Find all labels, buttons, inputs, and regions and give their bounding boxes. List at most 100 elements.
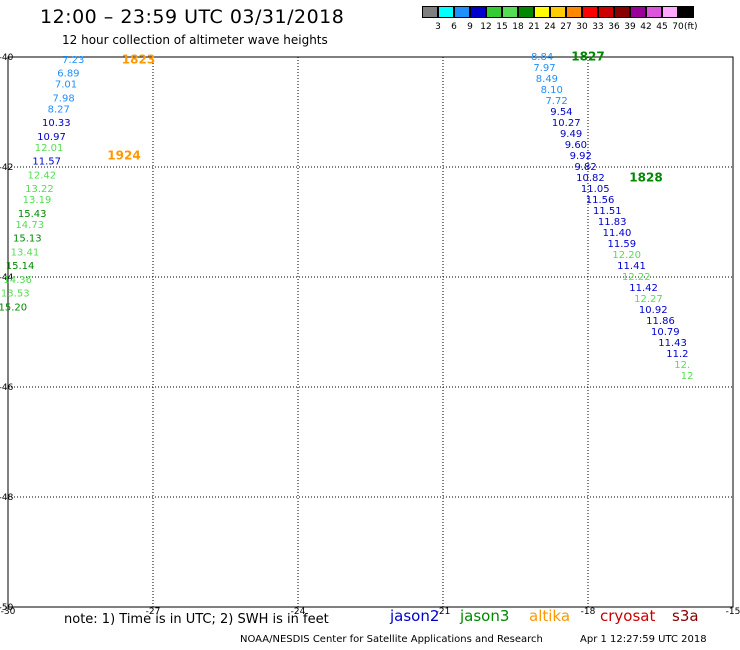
wave-height-label: 14.73 (15, 220, 44, 231)
color-scale-label: 12 (480, 22, 492, 32)
color-swatch (582, 6, 598, 18)
wave-height-label: 11.2 (666, 349, 688, 360)
color-swatch (598, 6, 614, 18)
legend-item-s3a: s3a (672, 607, 699, 625)
wave-height-label: 11.57 (32, 157, 61, 168)
wave-height-label: 11.40 (603, 228, 632, 239)
color-scale-label: 21 (528, 22, 540, 32)
wave-height-label: 11.83 (598, 217, 627, 228)
wave-height-label: 8.84 (531, 52, 553, 63)
wave-height-label: 7.72 (545, 96, 567, 107)
y-tick-label: -40 (0, 53, 14, 63)
wave-height-label: 11.05 (581, 184, 610, 195)
x-tick-label: -18 (581, 607, 596, 617)
wave-height-label: 7.98 (52, 93, 74, 104)
color-scale-label: 24 (544, 22, 556, 32)
plot-frame (7, 56, 734, 608)
color-scale-label: 9 (467, 22, 473, 32)
y-tick-label: -42 (0, 163, 13, 173)
x-tick-label: -30 (1, 607, 16, 617)
footer-timestamp: Apr 1 12:27:59 UTC 2018 (580, 634, 707, 645)
wave-height-label: 8.10 (541, 85, 563, 96)
wave-height-label: 7.01 (55, 80, 77, 91)
wave-height-label: 12.42 (28, 170, 57, 181)
color-scale-label: 42 (640, 22, 652, 32)
wave-height-label: 13.53 (1, 289, 30, 300)
x-tick-label: -27 (146, 607, 161, 617)
wave-height-label: 12. (674, 360, 690, 371)
wave-height-label: 11.56 (586, 195, 615, 206)
color-swatch (662, 6, 678, 18)
color-swatch (438, 6, 454, 18)
wave-height-label: 9.49 (560, 129, 582, 140)
wave-height-label: 9.92 (570, 151, 592, 162)
wave-height-label: 11.51 (593, 206, 622, 217)
note-text: note: 1) Time is in UTC; 2) SWH is in fe… (64, 612, 329, 627)
y-tick-label: -44 (0, 273, 14, 283)
wave-height-label: 15.13 (13, 234, 42, 245)
color-swatch (454, 6, 470, 18)
color-swatch (550, 6, 566, 18)
legend-item-jason3: jason3 (460, 607, 510, 625)
color-swatch (630, 6, 646, 18)
wave-height-label: 10.97 (37, 132, 66, 143)
color-scale-label: 36 (608, 22, 620, 32)
wave-height-label: 15.43 (18, 209, 47, 220)
wave-height-label: 13.22 (25, 184, 54, 195)
color-scale-label: 39 (624, 22, 636, 32)
color-swatch (646, 6, 662, 18)
x-tick-label: -15 (726, 607, 740, 617)
color-swatch (678, 6, 694, 18)
wave-height-label: 11.41 (617, 261, 646, 272)
wave-height-label: 6.89 (57, 69, 79, 80)
color-scale-label: 6 (451, 22, 457, 32)
wave-height-label: 10.33 (42, 118, 71, 129)
wave-height-label: 10.82 (576, 173, 605, 184)
wave-height-label: 10.92 (639, 305, 668, 316)
wave-height-label: 12.20 (612, 250, 641, 261)
page-title: 12:00 – 23:59 UTC 03/31/2018 (40, 6, 345, 28)
wave-height-label: 13.41 (11, 247, 40, 258)
color-swatch (614, 6, 630, 18)
wave-height-label: 11.59 (608, 239, 637, 250)
wave-height-label: 12 (681, 371, 694, 382)
page-subtitle: 12 hour collection of altimeter wave hei… (62, 33, 328, 47)
color-swatch (518, 6, 534, 18)
wave-height-label: 15.14 (6, 261, 35, 272)
pass-time-label: 1828 (629, 171, 662, 185)
wave-height-label: 12.27 (634, 294, 663, 305)
wave-height-label: 11.42 (629, 283, 658, 294)
wave-height-label: 10.27 (552, 118, 581, 129)
wave-height-label: 9.54 (550, 107, 572, 118)
wave-height-label: 11.86 (646, 316, 675, 327)
wave-height-label: 7.23 (62, 55, 84, 66)
color-scale-label: 18 (512, 22, 524, 32)
color-swatch (470, 6, 486, 18)
x-tick-label: -24 (291, 607, 306, 617)
color-swatch (486, 6, 502, 18)
wave-height-label: 7.97 (533, 63, 555, 74)
color-scale-label: 15 (496, 22, 508, 32)
wave-height-label: 9.82 (574, 162, 596, 173)
wave-height-label: 15.20 (0, 302, 27, 313)
legend-item-altika: altika (529, 607, 571, 625)
y-tick-label: -46 (0, 383, 14, 393)
color-scale-label: 30 (576, 22, 588, 32)
color-scale-unit: (ft) (684, 22, 698, 32)
x-tick-label: -21 (436, 607, 451, 617)
y-tick-label: -48 (0, 493, 14, 503)
color-swatch (422, 6, 438, 18)
pass-time-label: 1924 (107, 149, 140, 163)
wave-height-label: 10.79 (651, 327, 680, 338)
legend-item-cryosat: cryosat (600, 607, 656, 625)
wave-height-label: 13.19 (23, 195, 52, 206)
wave-height-label: 9.60 (565, 140, 587, 151)
wave-height-label: 11.43 (658, 338, 687, 349)
wave-height-label: 14.36 (3, 275, 32, 286)
color-scale-label: 33 (592, 22, 604, 32)
wave-height-label: 8.27 (48, 104, 70, 115)
color-scale-label: 70 (672, 22, 684, 32)
wave-height-label: 8.49 (536, 74, 558, 85)
color-scale-label: 3 (435, 22, 441, 32)
